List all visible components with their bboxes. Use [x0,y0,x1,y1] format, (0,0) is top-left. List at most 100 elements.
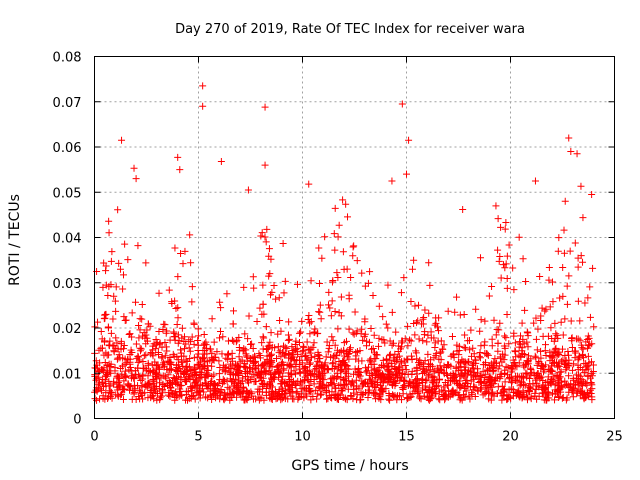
data-point [559,345,567,353]
data-point [475,352,483,360]
data-point [298,317,306,325]
data-point [164,371,172,379]
data-point [425,371,433,379]
data-point [430,334,438,342]
data-point [477,254,485,262]
data-point [181,369,189,377]
data-point [339,375,347,383]
data-point [382,320,390,328]
data-point [398,396,406,404]
data-point [325,288,333,296]
data-point [518,347,526,355]
data-point [463,376,471,384]
data-point [555,386,563,394]
data-point [275,294,283,302]
data-point [122,316,130,324]
data-point [123,359,131,367]
data-point [430,379,438,387]
data-point [444,360,452,368]
data-point [116,265,124,273]
data-point [165,379,173,387]
data-point [92,357,100,365]
data-point [99,376,107,384]
data-point [534,325,542,333]
data-point [574,254,582,262]
data-point [415,380,423,388]
data-point [501,264,509,272]
data-point [158,392,166,400]
data-point [107,257,115,265]
data-point [564,351,572,359]
data-point [306,330,314,338]
data-point [398,357,406,365]
data-point [281,277,289,285]
data-point [124,256,132,264]
data-point [519,335,527,343]
data-point [167,365,175,373]
data-point [329,359,337,367]
data-point [256,304,264,312]
data-point [509,264,517,272]
data-point [397,289,405,297]
data-point [305,312,313,320]
data-point [390,392,398,400]
data-point [470,375,478,383]
data-point [191,395,199,403]
data-point [443,370,451,378]
data-point [158,354,166,362]
data-point [329,352,337,360]
data-point [325,344,333,352]
data-point [144,394,152,402]
data-point [461,380,469,388]
data-point [414,390,422,398]
data-point [585,359,593,367]
data-point [114,386,122,394]
data-point [565,372,573,380]
data-point [419,386,427,394]
data-point [468,391,476,399]
data-point [185,373,193,381]
data-point [366,356,374,364]
data-point [569,374,577,382]
data-point [183,362,191,370]
data-point [160,359,168,367]
data-point [112,334,120,342]
data-point [579,214,587,222]
data-point [563,380,571,388]
data-point [210,338,218,346]
data-point [459,205,467,213]
data-point [285,385,293,393]
y-axis-label: ROTI / TECUs [7,194,23,286]
data-point [484,351,492,359]
data-point [97,328,105,336]
data-point [561,377,569,385]
data-point [445,361,453,369]
data-point [523,394,531,402]
data-point [502,260,510,268]
data-point [588,381,596,389]
data-point [465,336,473,344]
data-point [130,164,138,172]
data-point [403,170,410,178]
data-point [249,345,257,353]
data-point [289,353,297,361]
data-point [254,388,262,396]
data-point [551,319,559,327]
data-point [221,368,229,376]
data-point [257,368,265,376]
data-point [437,365,445,373]
data-point [324,366,332,374]
data-point [208,372,216,380]
data-point [375,394,383,402]
data-point [398,339,406,347]
data-point [177,376,185,384]
data-point [250,284,258,292]
data-point [368,378,376,386]
data-point [105,217,113,225]
data-point [340,347,348,355]
data-point [150,340,158,348]
data-point [446,376,454,384]
data-point [503,252,511,260]
data-point [488,383,496,391]
data-point [306,385,314,393]
